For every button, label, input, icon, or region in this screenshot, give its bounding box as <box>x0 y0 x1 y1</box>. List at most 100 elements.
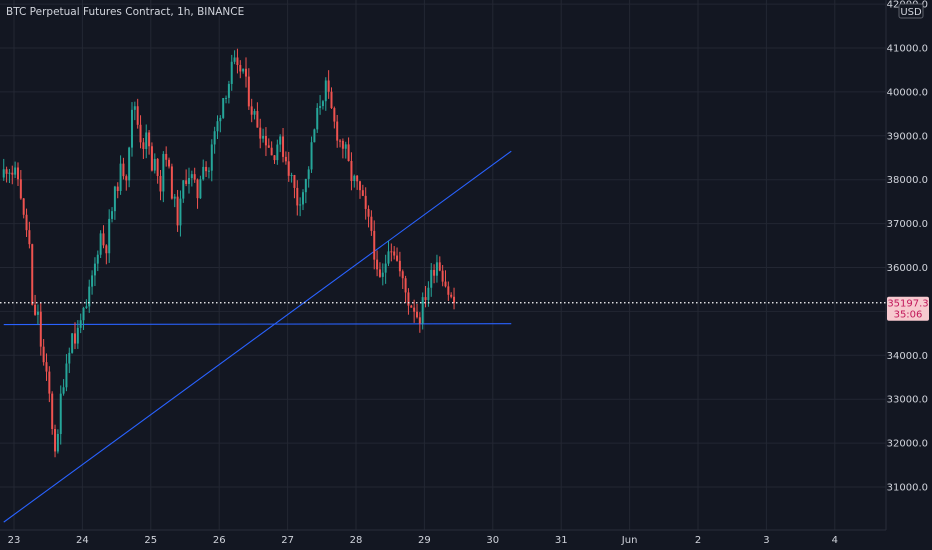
candle <box>433 264 436 284</box>
candle-body <box>307 169 310 179</box>
candle <box>441 265 444 287</box>
candle-body <box>339 140 342 142</box>
candle <box>279 134 282 153</box>
candle <box>216 115 219 140</box>
trendline <box>3 323 512 326</box>
candle <box>170 163 173 200</box>
candle <box>116 182 119 199</box>
candle <box>398 251 401 277</box>
candle-body <box>236 57 239 66</box>
candle-body <box>390 251 393 253</box>
candle-body <box>316 107 319 130</box>
candle-body <box>276 144 279 161</box>
candle <box>185 169 188 187</box>
candles <box>2 48 456 458</box>
candle-body <box>453 296 456 303</box>
candle-body <box>259 127 262 139</box>
candle-body <box>145 132 148 149</box>
candle-body <box>96 254 99 264</box>
candle-body <box>396 255 399 261</box>
candle-body <box>196 179 199 199</box>
candle <box>96 250 99 272</box>
candle-body <box>344 144 347 149</box>
candle-body <box>247 76 250 107</box>
time-axis[interactable]: 23 24 25 26 27 28 29 30 31 Jun 2 3 4 <box>8 535 838 546</box>
y-tick-label: 38000.0 <box>887 175 928 186</box>
candle <box>396 247 399 262</box>
candle-body <box>99 233 102 255</box>
candle <box>222 97 225 119</box>
candle <box>176 189 179 232</box>
x-tick-label: 25 <box>144 535 157 546</box>
candle <box>51 391 54 435</box>
candle <box>207 167 210 179</box>
candle-body <box>290 174 293 176</box>
candle <box>162 151 165 203</box>
candle <box>93 257 96 287</box>
candle-body <box>71 333 74 353</box>
candle-body <box>430 269 433 288</box>
candle <box>378 262 381 278</box>
candle <box>85 299 88 309</box>
candle-body <box>111 211 114 219</box>
candle <box>156 158 159 184</box>
candle-body <box>333 108 336 122</box>
candle-body <box>105 245 108 254</box>
candle-body <box>165 153 168 160</box>
candle-body <box>176 196 179 226</box>
candle <box>8 168 11 183</box>
price-axis[interactable]: 31000.032000.033000.034000.035000.036000… <box>887 0 928 494</box>
candle <box>179 190 182 237</box>
candle <box>270 141 273 156</box>
candle <box>247 68 250 110</box>
candle-body <box>93 263 96 276</box>
candle <box>353 174 356 188</box>
candle <box>327 70 330 99</box>
candle <box>136 98 139 129</box>
candle <box>36 304 39 325</box>
candle <box>253 108 256 120</box>
candle-body <box>358 181 361 191</box>
candle <box>244 57 247 88</box>
x-tick-label: 4 <box>832 535 838 546</box>
x-tick-label: 2 <box>695 535 701 546</box>
candle <box>299 197 302 217</box>
candle <box>384 254 387 284</box>
candle <box>16 162 19 186</box>
candle-body <box>413 307 416 312</box>
candle <box>296 180 299 216</box>
candle-body <box>85 306 88 308</box>
currency-badge[interactable]: USD <box>898 3 924 19</box>
candle-body <box>19 179 22 199</box>
y-tick-label: 41000.0 <box>887 44 928 55</box>
candle <box>153 153 156 174</box>
candle <box>293 174 296 199</box>
candle <box>316 103 319 133</box>
candle <box>54 424 57 458</box>
candle <box>202 159 205 181</box>
candle-body <box>299 204 302 206</box>
candle-body <box>133 106 136 110</box>
candle-body <box>336 121 339 141</box>
candle-body <box>159 175 162 192</box>
candle <box>148 130 151 155</box>
candle <box>199 175 202 199</box>
candle-body <box>156 158 159 176</box>
candle-body <box>424 297 427 300</box>
candle-body <box>253 111 256 115</box>
candle-body <box>108 218 111 254</box>
candle-body <box>216 121 219 132</box>
candle-body <box>350 160 353 182</box>
candle-body <box>330 91 333 109</box>
candle-body <box>433 269 436 276</box>
candle <box>421 292 424 330</box>
candle-body <box>22 198 25 215</box>
candle <box>91 270 94 295</box>
candle <box>205 161 208 177</box>
candle-body <box>179 198 182 226</box>
candle-body <box>170 166 173 199</box>
candle-body <box>418 317 421 324</box>
candle-body <box>444 281 447 287</box>
